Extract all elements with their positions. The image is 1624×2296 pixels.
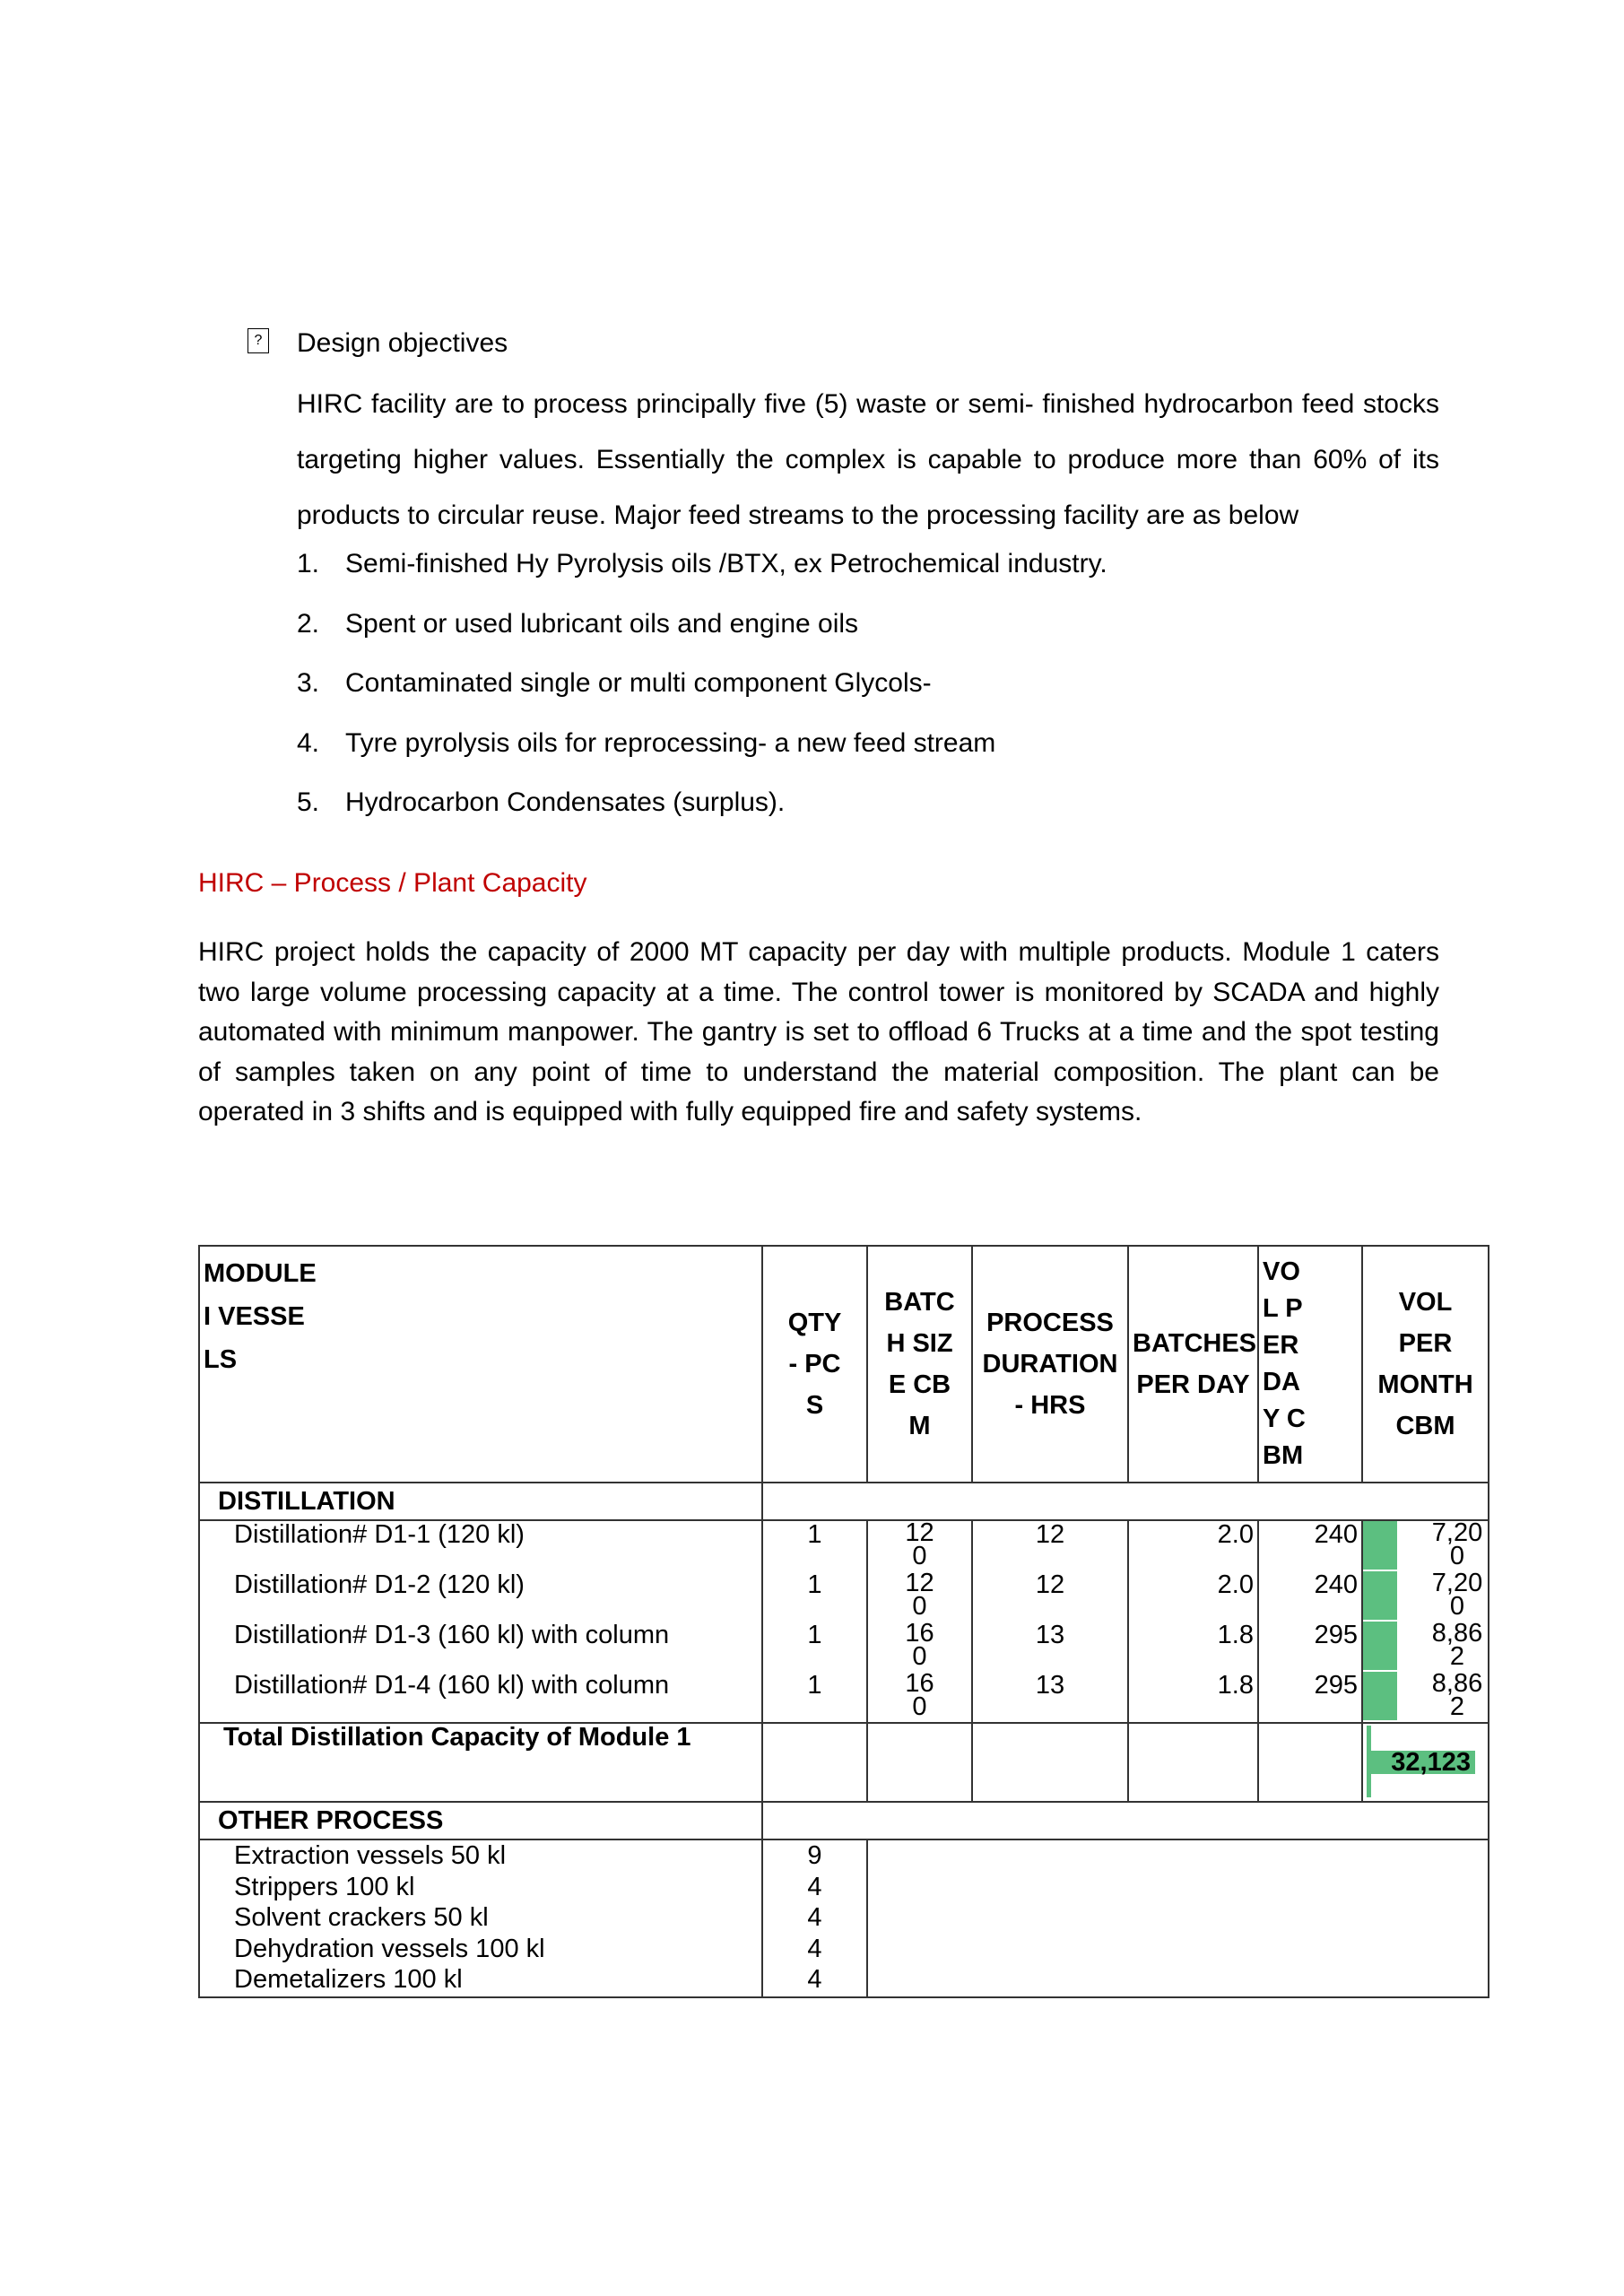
feed-stream-list: 1. Semi-finished Hy Pyrolysis oils /BTX, … [297,549,1107,848]
total-row: Total Distillation Capacity of Module 1 … [198,1722,1489,1803]
list-item: Demetalizers 100 kl [234,1965,463,1994]
header-module: MODULE I VESSELS [204,1259,317,1374]
module-vessels-table: MODULE I VESSELS QTY - PCS BATCH SIZE CB… [198,1245,1489,1998]
table-row: Distillation# D1-1 (120 kl) 1 120 12 2.0… [198,1520,1489,1571]
table-row: Distillation# D1-4 (160 kl) with column … [198,1671,1489,1723]
table-row: Distillation# D1-2 (120 kl) 1 120 12 2.0… [198,1570,1489,1622]
objectives-title: Design objectives [297,328,508,358]
header-duration: PROCESS DURATION - HRS [982,1309,1118,1420]
highlight-bar [1363,1571,1397,1620]
section-row-distillation: DISTILLATION [198,1482,1489,1521]
other-process-rows: Extraction vessels 50 kl Strippers 100 k… [198,1839,1489,1998]
list-item: 5. Hydrocarbon Condensates (surplus). [297,787,786,817]
missing-glyph-bullet-icon: ? [248,328,269,353]
header-batch-size: BATCH SIZE CBM [884,1288,955,1440]
header-batches-per-day: BATCHES PER DAY [1133,1329,1257,1399]
objectives-paragraph: HIRC facility are to process principally… [297,389,1439,530]
table-row: Distillation# D1-3 (160 kl) with column … [198,1621,1489,1672]
header-vol-per-month: VOL PER MONTH CBM [1377,1288,1473,1440]
section-row-other-process: OTHER PROCESS [198,1801,1489,1840]
total-value-cell: 32,123 [1361,1722,1489,1803]
list-item: 1. Semi-finished Hy Pyrolysis oils /BTX, … [297,549,1107,578]
list-item: Strippers 100 kl [234,1872,415,1901]
capacity-heading: HIRC – Process / Plant Capacity [198,868,587,898]
highlight-bar [1363,1672,1397,1720]
table-header-row: MODULE I VESSELS QTY - PCS BATCH SIZE CB… [198,1245,1489,1483]
header-qty: QTY - PCS [787,1309,842,1420]
list-item: Extraction vessels 50 kl [234,1841,507,1870]
header-vol-per-day: VOL PER DAY CBM [1263,1257,1306,1470]
list-item: Dehydration vessels 100 kl [234,1934,545,1963]
list-item: Solvent crackers 50 kl [234,1903,489,1932]
highlight-bar [1363,1622,1397,1670]
total-value: 32,123 [1391,1748,1471,1777]
highlight-bar [1363,1521,1397,1570]
list-item: 4. Tyre pyrolysis oils for reprocessing- … [297,727,996,758]
list-item: 3. Contaminated single or multi component… [297,668,932,698]
list-item: 2. Spent or used lubricant oils and engin… [297,608,859,639]
capacity-paragraph: HIRC project holds the capacity of 2000 … [198,937,1439,1126]
